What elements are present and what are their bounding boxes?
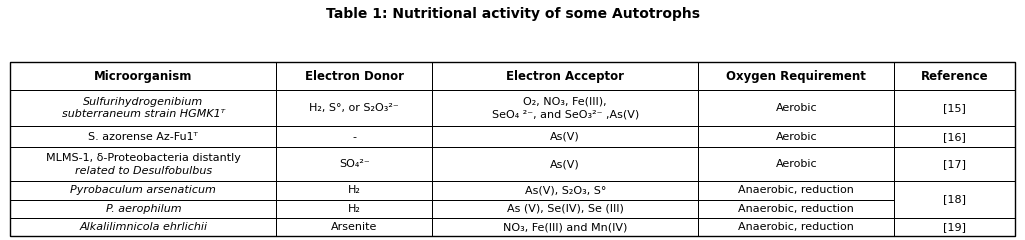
Bar — [10, 181, 277, 199]
Bar — [10, 199, 277, 218]
Bar — [433, 62, 698, 90]
Text: Aerobic: Aerobic — [776, 103, 817, 113]
Bar — [433, 199, 698, 218]
Bar — [894, 218, 1015, 236]
Bar — [433, 147, 698, 181]
Text: P. aerophilum: P. aerophilum — [106, 204, 181, 214]
Bar — [433, 126, 698, 147]
Bar — [698, 126, 894, 147]
Bar — [277, 199, 433, 218]
Text: Anaerobic, reduction: Anaerobic, reduction — [738, 222, 854, 232]
Text: SO₄²⁻: SO₄²⁻ — [339, 159, 370, 169]
Text: Reference: Reference — [920, 70, 988, 83]
Text: Electron Acceptor: Electron Acceptor — [506, 70, 624, 83]
Text: MLMS-1, δ-Proteobacteria distantly: MLMS-1, δ-Proteobacteria distantly — [46, 153, 241, 163]
Bar — [698, 181, 894, 199]
Text: Table 1: Nutritional activity of some Autotrophs: Table 1: Nutritional activity of some Au… — [326, 7, 699, 21]
Bar — [10, 62, 1015, 236]
Text: Oxygen Requirement: Oxygen Requirement — [727, 70, 866, 83]
Text: As(V), S₂O₃, S°: As(V), S₂O₃, S° — [525, 185, 606, 195]
Bar — [894, 126, 1015, 147]
Text: [17]: [17] — [943, 159, 966, 169]
Text: Arsenite: Arsenite — [331, 222, 377, 232]
Bar — [894, 90, 1015, 126]
Text: Electron Donor: Electron Donor — [304, 70, 404, 83]
Bar — [277, 62, 433, 90]
Text: H₂: H₂ — [347, 185, 361, 195]
Text: related to Desulfobulbus: related to Desulfobulbus — [75, 166, 212, 176]
Text: Anaerobic, reduction: Anaerobic, reduction — [738, 204, 854, 214]
Bar — [10, 218, 277, 236]
Text: NO₃, Fe(III) and Mn(IV): NO₃, Fe(III) and Mn(IV) — [503, 222, 627, 232]
Text: Anaerobic, reduction: Anaerobic, reduction — [738, 185, 854, 195]
Text: As (V), Se(IV), Se (III): As (V), Se(IV), Se (III) — [506, 204, 623, 214]
Bar — [698, 90, 894, 126]
Text: Alkalilimnicola ehrlichii: Alkalilimnicola ehrlichii — [79, 222, 207, 232]
Bar — [10, 147, 277, 181]
Text: H₂, S°, or S₂O₃²⁻: H₂, S°, or S₂O₃²⁻ — [310, 103, 399, 113]
Bar — [698, 147, 894, 181]
Text: H₂: H₂ — [347, 204, 361, 214]
Text: Pyrobaculum arsenaticum: Pyrobaculum arsenaticum — [71, 185, 216, 195]
Bar — [277, 218, 433, 236]
Bar — [433, 218, 698, 236]
Bar — [433, 181, 698, 199]
Text: Microorganism: Microorganism — [94, 70, 193, 83]
Text: Sulfurihydrogenibium
subterraneum strain HGMK1ᵀ: Sulfurihydrogenibium subterraneum strain… — [62, 97, 224, 119]
Bar — [10, 126, 277, 147]
Bar — [698, 218, 894, 236]
Text: -: - — [353, 132, 357, 142]
Bar — [698, 199, 894, 218]
Bar — [10, 62, 277, 90]
Bar — [894, 62, 1015, 90]
Text: S. azorense Az-Fu1ᵀ: S. azorense Az-Fu1ᵀ — [88, 132, 198, 142]
Bar — [277, 181, 433, 199]
Bar — [894, 147, 1015, 181]
Bar — [277, 126, 433, 147]
Text: [18]: [18] — [943, 195, 966, 204]
Text: [15]: [15] — [943, 103, 966, 113]
Bar — [433, 90, 698, 126]
Bar — [894, 181, 1015, 218]
Bar — [277, 147, 433, 181]
Bar — [277, 90, 433, 126]
Bar — [10, 90, 277, 126]
Text: Aerobic: Aerobic — [776, 132, 817, 142]
Text: [16]: [16] — [943, 132, 966, 142]
Bar — [698, 62, 894, 90]
Text: [19]: [19] — [943, 222, 966, 232]
Text: As(V): As(V) — [550, 132, 580, 142]
Text: As(V): As(V) — [550, 159, 580, 169]
Text: Aerobic: Aerobic — [776, 159, 817, 169]
Text: O₂, NO₃, Fe(III),
SeO₄ ²⁻, and SeO₃²⁻ ,As(V): O₂, NO₃, Fe(III), SeO₄ ²⁻, and SeO₃²⁻ ,A… — [492, 97, 639, 119]
